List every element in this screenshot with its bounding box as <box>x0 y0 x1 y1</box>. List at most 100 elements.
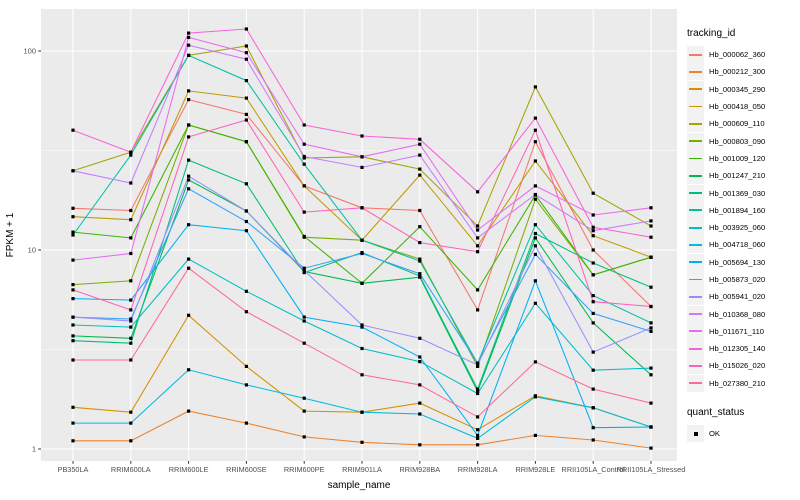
data-point <box>129 208 133 213</box>
data-point <box>244 112 248 116</box>
data-point <box>129 236 133 240</box>
x-tick-label: RRIM928BA <box>400 465 441 474</box>
legend-line-swatch <box>689 347 702 350</box>
data-point <box>418 167 422 171</box>
data-point <box>244 118 248 122</box>
data-point <box>649 366 653 370</box>
data-point <box>302 162 306 166</box>
legend-line-swatch <box>689 71 702 73</box>
data-point <box>476 244 480 248</box>
x-tick-label: RRII105LA_Stressed <box>617 465 686 474</box>
data-point <box>360 206 364 210</box>
data-point <box>129 251 133 256</box>
legend-item-label: Hb_000212_300 <box>709 67 766 77</box>
legend-key <box>687 219 704 237</box>
data-point <box>649 255 653 259</box>
data-point <box>476 288 480 292</box>
data-point <box>129 341 133 345</box>
data-point <box>649 329 653 333</box>
legend-item-Hb_001894_160: Hb_001894_160 <box>687 201 799 219</box>
data-point <box>360 251 364 256</box>
data-point <box>187 123 191 127</box>
data-point <box>302 154 306 159</box>
data-point <box>187 174 191 178</box>
data-point <box>591 225 595 229</box>
legend-line-swatch <box>689 330 702 333</box>
data-point <box>302 435 306 439</box>
data-point <box>418 173 422 177</box>
legend-item-Hb_000418_050: Hb_000418_050 <box>687 98 799 116</box>
data-point <box>244 57 248 61</box>
y-tick-label: 10 <box>28 246 36 255</box>
legend-item-label: Hb_011671_110 <box>709 326 765 336</box>
data-point <box>244 182 248 186</box>
data-point <box>244 219 248 224</box>
data-point <box>129 218 133 222</box>
data-point <box>302 142 306 146</box>
legend-line-swatch <box>689 105 702 108</box>
legend-quant-item: OK <box>687 425 799 443</box>
data-point <box>302 315 306 319</box>
legend-item-Hb_005873_020: Hb_005873_020 <box>687 271 799 288</box>
data-point <box>418 241 422 245</box>
data-point <box>244 209 248 213</box>
legend-title-quant-status: quant_status <box>687 406 745 418</box>
data-point <box>591 350 595 354</box>
data-point <box>591 321 595 325</box>
data-point <box>187 98 191 102</box>
data-point <box>591 438 595 442</box>
data-point <box>71 215 75 219</box>
legend-line-swatch <box>689 261 702 264</box>
data-point <box>476 363 480 367</box>
data-point <box>476 308 480 312</box>
data-point <box>71 334 75 338</box>
legend-item-label: Hb_000062_360 <box>709 50 766 60</box>
legend-key <box>687 305 704 323</box>
legend-item-label: Hb_005941_020 <box>709 292 766 302</box>
data-point <box>476 391 480 396</box>
data-point <box>71 358 75 362</box>
data-point <box>591 426 595 430</box>
data-point <box>71 258 75 262</box>
data-point <box>244 421 248 425</box>
legend-quant-label: OK <box>709 429 720 439</box>
data-point <box>649 425 653 429</box>
legend-key <box>687 46 704 64</box>
legend-quant-status: quant_status OK <box>687 406 799 443</box>
legend-key <box>687 357 704 375</box>
x-tick-label: RRIM600LA <box>111 465 151 474</box>
legend-line-swatch <box>689 313 702 315</box>
data-point <box>418 336 422 340</box>
data-point <box>591 387 595 391</box>
data-point <box>360 325 364 329</box>
legend-item-label: Hb_003925_060 <box>709 223 766 233</box>
data-point <box>71 405 75 409</box>
data-point <box>533 236 537 240</box>
data-point <box>129 298 133 302</box>
data-point <box>591 311 595 315</box>
legend-line-swatch <box>689 174 702 177</box>
legend-key <box>687 322 704 340</box>
data-point <box>591 229 595 233</box>
data-point <box>244 229 248 233</box>
legend-key <box>687 184 704 202</box>
data-point <box>71 339 75 343</box>
data-point <box>418 412 422 416</box>
black-square-point-swatch <box>693 431 698 436</box>
data-point <box>129 317 133 321</box>
plot-panel <box>41 9 677 461</box>
data-point <box>533 231 537 236</box>
legend-item-Hb_011671_110: Hb_011671_110 <box>687 322 799 340</box>
data-point <box>533 140 537 144</box>
legend-key <box>687 115 704 133</box>
legend-item-Hb_001247_210: Hb_001247_210 <box>687 167 799 185</box>
legend-item-label: Hb_001009_120 <box>709 153 766 163</box>
data-point <box>360 440 364 444</box>
data-point <box>302 266 306 270</box>
data-point <box>187 43 191 47</box>
x-tick-label: RRIM928LA <box>458 465 498 474</box>
data-point <box>187 89 191 93</box>
data-point <box>244 44 248 48</box>
data-point <box>591 294 595 298</box>
